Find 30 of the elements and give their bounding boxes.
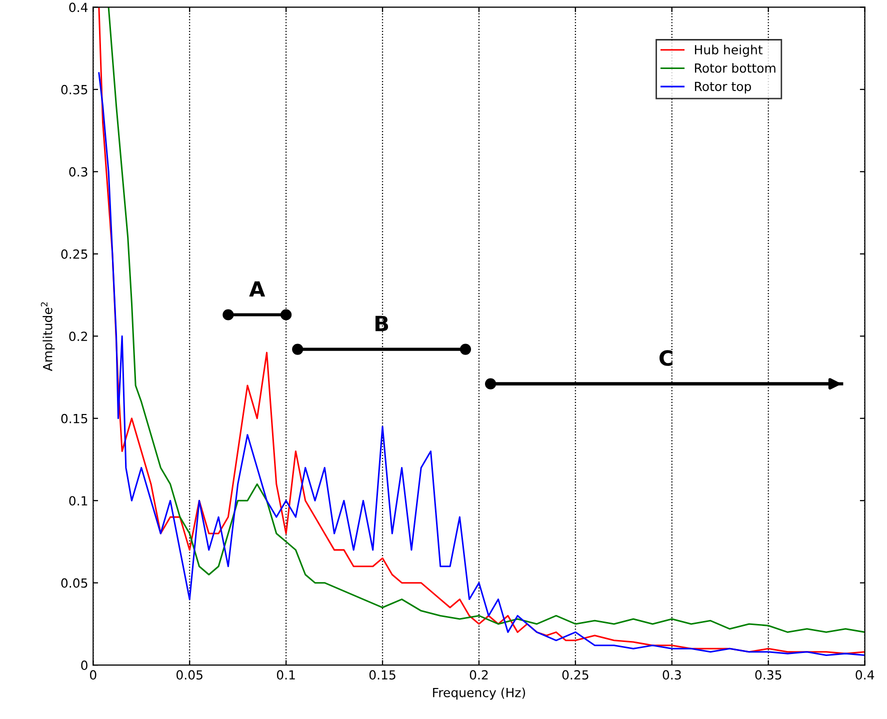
x-tick-label: 0.2 xyxy=(470,670,488,680)
x-tick-label: 0.15 xyxy=(369,670,396,680)
series-label: A xyxy=(249,281,266,297)
x-tick-label: 0.3 xyxy=(662,670,681,680)
y-tick-label: 0.1 xyxy=(69,496,88,506)
y-tick-label: 0.4 xyxy=(69,2,88,12)
y-axis-title: Amplitude$^{2}$ xyxy=(40,302,55,372)
y-tick-label: 0.2 xyxy=(69,332,88,342)
x-tick-label: 0 xyxy=(90,670,96,680)
point xyxy=(280,309,292,320)
legend-label: Hub height xyxy=(694,44,763,57)
point xyxy=(460,344,472,355)
y-tick-label: 0.05 xyxy=(61,578,88,588)
y-tick-label: 0.25 xyxy=(61,249,88,259)
point xyxy=(292,344,304,355)
x-tick-label: 0.05 xyxy=(176,670,202,680)
y-tick-label: 0.3 xyxy=(69,167,88,177)
legend-label: Rotor bottom xyxy=(694,63,776,73)
point xyxy=(222,309,234,320)
series-label: B xyxy=(376,316,388,332)
x-tick-label: 0.25 xyxy=(562,670,588,680)
x-tick-label: 0.1 xyxy=(276,670,295,680)
y-tick-label: 0.15 xyxy=(61,414,88,424)
x-axis-title: Frequency (Hz) xyxy=(433,688,526,700)
series-label: C xyxy=(660,350,672,366)
y-tick-label: 0 xyxy=(81,660,88,670)
legend-label: Rotor top xyxy=(694,82,751,94)
x-tick-label: 0.4 xyxy=(856,670,874,680)
y-tick-label: 0.35 xyxy=(61,84,88,94)
x-tick-label: 0.35 xyxy=(755,670,782,680)
